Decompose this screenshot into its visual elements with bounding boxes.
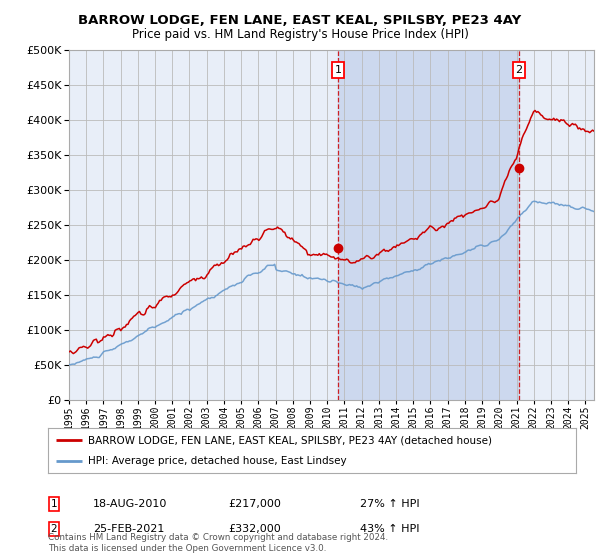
Text: BARROW LODGE, FEN LANE, EAST KEAL, SPILSBY, PE23 4AY (detached house): BARROW LODGE, FEN LANE, EAST KEAL, SPILS… (88, 436, 491, 446)
Text: 1: 1 (50, 499, 58, 509)
Text: 27% ↑ HPI: 27% ↑ HPI (360, 499, 419, 509)
Text: 18-AUG-2010: 18-AUG-2010 (93, 499, 167, 509)
Text: £217,000: £217,000 (228, 499, 281, 509)
Text: 2: 2 (50, 524, 58, 534)
Text: HPI: Average price, detached house, East Lindsey: HPI: Average price, detached house, East… (88, 456, 346, 466)
Text: £332,000: £332,000 (228, 524, 281, 534)
Bar (338, 50, 519, 400)
Text: Contains HM Land Registry data © Crown copyright and database right 2024.
This d: Contains HM Land Registry data © Crown c… (48, 533, 388, 553)
Text: Price paid vs. HM Land Registry's House Price Index (HPI): Price paid vs. HM Land Registry's House … (131, 28, 469, 41)
Text: 2: 2 (515, 65, 523, 75)
Text: 1: 1 (335, 65, 341, 75)
Text: 25-FEB-2021: 25-FEB-2021 (93, 524, 164, 534)
Text: 43% ↑ HPI: 43% ↑ HPI (360, 524, 419, 534)
Text: BARROW LODGE, FEN LANE, EAST KEAL, SPILSBY, PE23 4AY: BARROW LODGE, FEN LANE, EAST KEAL, SPILS… (79, 14, 521, 27)
